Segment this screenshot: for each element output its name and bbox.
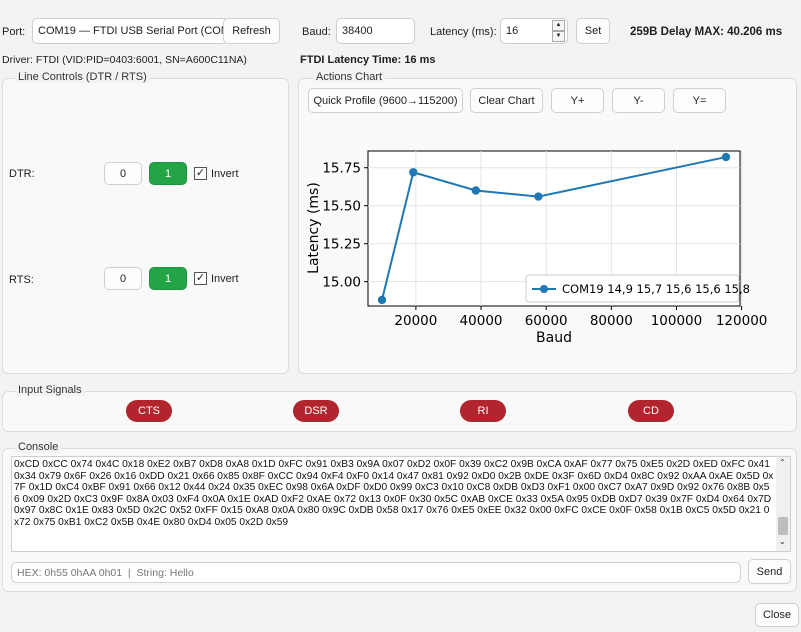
rts-label: RTS: [9,274,34,286]
y-equal-button[interactable]: Y= [673,88,726,113]
set-latency-button[interactable]: Set [576,18,610,44]
scrollbar-thumb[interactable] [778,517,788,535]
dtr-label: DTR: [9,168,35,180]
baud-label: Baud: [302,26,331,38]
console-output-box[interactable] [11,456,791,552]
line-controls-title: Line Controls (DTR / RTS) [15,71,150,83]
refresh-button[interactable]: Refresh [223,18,280,44]
close-button[interactable]: Close [755,603,799,627]
y-tick-label: 15.75 [322,161,361,177]
x-tick-label: 40000 [460,313,503,329]
x-tick-label: 20000 [394,313,437,329]
check-icon: ✓ [195,167,206,179]
x-ticks: 20000 40000 60000 80000 100000 120000 [394,306,767,329]
data-point [471,186,481,195]
dtr-invert-label: Invert [211,168,239,180]
baud-input[interactable]: 38400 [336,18,415,44]
baud-value: 38400 [342,25,373,37]
port-label: Port: [2,26,26,38]
latency-label: Latency (ms): [430,26,497,38]
latency-spin-down[interactable]: ▼ [552,31,565,42]
legend-entry: COM19 14,9 15,7 15,6 15,6 15,8 [562,282,750,296]
x-tick-label: 60000 [525,313,568,329]
delay-max-text: 259B Delay MAX: 40.206 ms [630,26,783,38]
chart-series [377,152,731,305]
rts-invert-checkbox[interactable]: ✓ [194,272,207,285]
dsr-indicator: DSR [293,400,339,422]
input-signals-group: Input Signals [2,384,797,432]
data-point [534,192,543,201]
actions-chart-title: Actions Chart [313,71,386,83]
console-send-input[interactable] [11,562,741,583]
input-signals-title: Input Signals [15,384,85,396]
legend-marker [540,285,548,293]
x-tick-label: 80000 [590,313,633,329]
latency-chart: 20000 40000 60000 80000 100000 120000 15.0015… [306,150,767,346]
cd-indicator: CD [628,400,674,422]
port-select[interactable]: COM19 — FTDI USB Serial Port (COM19) [32,18,228,44]
latency-value: 16 [506,25,519,37]
y-ticks: 15.00 15.25 15.50 15.75 [322,161,368,291]
console-scrollbar[interactable]: ⌃ ⌄ [776,457,790,551]
send-button[interactable]: Send [748,559,791,584]
dtr-invert-checkbox[interactable]: ✓ [194,167,207,180]
y-tick-label: 15.50 [322,199,361,215]
rts-invert-label: Invert [211,273,239,285]
dtr-on-button[interactable]: 1 [149,162,187,185]
ftdi-latency-time: FTDI Latency Time: 16 ms [300,54,436,66]
clear-chart-button[interactable]: Clear Chart [470,88,543,113]
x-tick-label: 100000 [651,313,703,329]
data-point [409,168,418,177]
rts-on-button[interactable]: 1 [149,267,187,290]
chevron-up-icon[interactable]: ⌃ [779,458,786,467]
cts-indicator: CTS [126,400,172,422]
actions-title: Actions [316,71,353,83]
x-axis-label: Baud [536,330,572,346]
console-title: Console [15,441,62,453]
chart-title: Chart [355,71,383,83]
console-output: 0xCD 0xCC 0x74 0x4C 0x18 0xE2 0xB7 0xD8 … [14,459,774,528]
chevron-down-icon[interactable]: ⌄ [779,537,786,546]
chevron-up-icon: ▲ [555,22,562,28]
chart-legend: COM19 14,9 15,7 15,6 15,6 15,8 [525,274,750,303]
y-axis-label: Latency (ms) [306,182,322,274]
check-icon: ✓ [195,272,206,284]
data-point [721,152,731,162]
x-tick-label: 120000 [716,313,768,329]
dtr-off-button[interactable]: 0 [104,162,142,185]
ri-indicator: RI [460,400,506,422]
chevron-down-icon: ▼ [555,33,562,39]
y-tick-label: 15.00 [322,275,361,291]
port-value: COM19 — FTDI USB Serial Port (COM19) [38,25,228,37]
line-controls-group: Line Controls (DTR / RTS) [2,71,289,374]
y-plus-button[interactable]: Y+ [551,88,604,113]
latency-spin-up[interactable]: ▲ [552,20,565,31]
driver-info: Driver: FTDI (VID:PID=0403:6001, SN=A600… [2,54,247,66]
rts-off-button[interactable]: 0 [104,267,142,290]
y-tick-label: 15.25 [322,237,361,253]
quick-profile-button[interactable]: Quick Profile (9600→115200) [308,88,463,113]
y-minus-button[interactable]: Y- [612,88,665,113]
data-point [377,295,387,305]
